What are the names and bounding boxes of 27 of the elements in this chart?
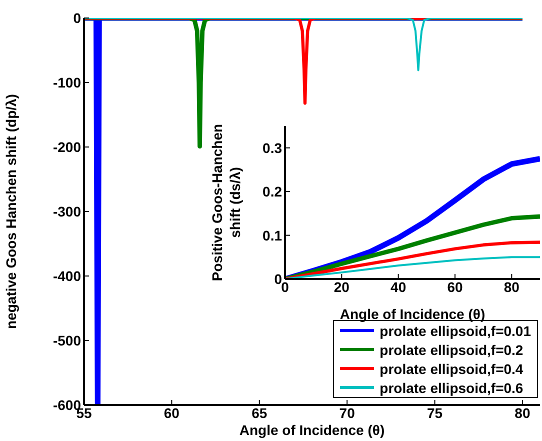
y-tick-label: -300 [52, 203, 82, 220]
y-tick-label: 0.1 [262, 227, 282, 244]
y-tick-label: -500 [52, 332, 82, 348]
x-tick-label: 40 [390, 278, 406, 295]
y-axis-title: Positive Goos-Hanchen shift (ds/λ) [209, 124, 243, 282]
x-tick-label: 60 [164, 404, 180, 421]
x-tick-label: 80 [504, 278, 520, 295]
y-tick-label: 0.3 [262, 140, 282, 156]
x-tick-label: 80 [514, 404, 530, 421]
line-series [84, 18, 524, 72]
y-tick-label: 0.2 [262, 184, 282, 200]
x-tick-label: 20 [334, 278, 350, 295]
x-tick-label: 75 [426, 404, 443, 421]
y-tick-label: 0 [73, 10, 82, 26]
legend-label: prolate ellipsoid,f=0.2 [380, 342, 524, 358]
x-tick-label: 70 [339, 404, 356, 421]
y-tick-label: -100 [52, 74, 82, 90]
x-axis-title: Angle of Incidence (θ) [340, 306, 486, 322]
y-tick-label: -400 [52, 268, 82, 284]
legend-label: prolate ellipsoid,f=0.6 [380, 380, 524, 396]
y-axis-title: negative Goos Hanchen shift (dp/λ) [3, 94, 19, 329]
x-tick-label: 60 [447, 278, 463, 295]
legend-label: prolate ellipsoid,f=0.4 [380, 360, 524, 376]
y-tick-label: -200 [52, 138, 82, 155]
x-axis-title: Angle of Incidence (θ) [239, 422, 385, 438]
legend-label: prolate ellipsoid,f=0.01 [380, 322, 531, 338]
x-tick-label: 65 [252, 404, 268, 421]
